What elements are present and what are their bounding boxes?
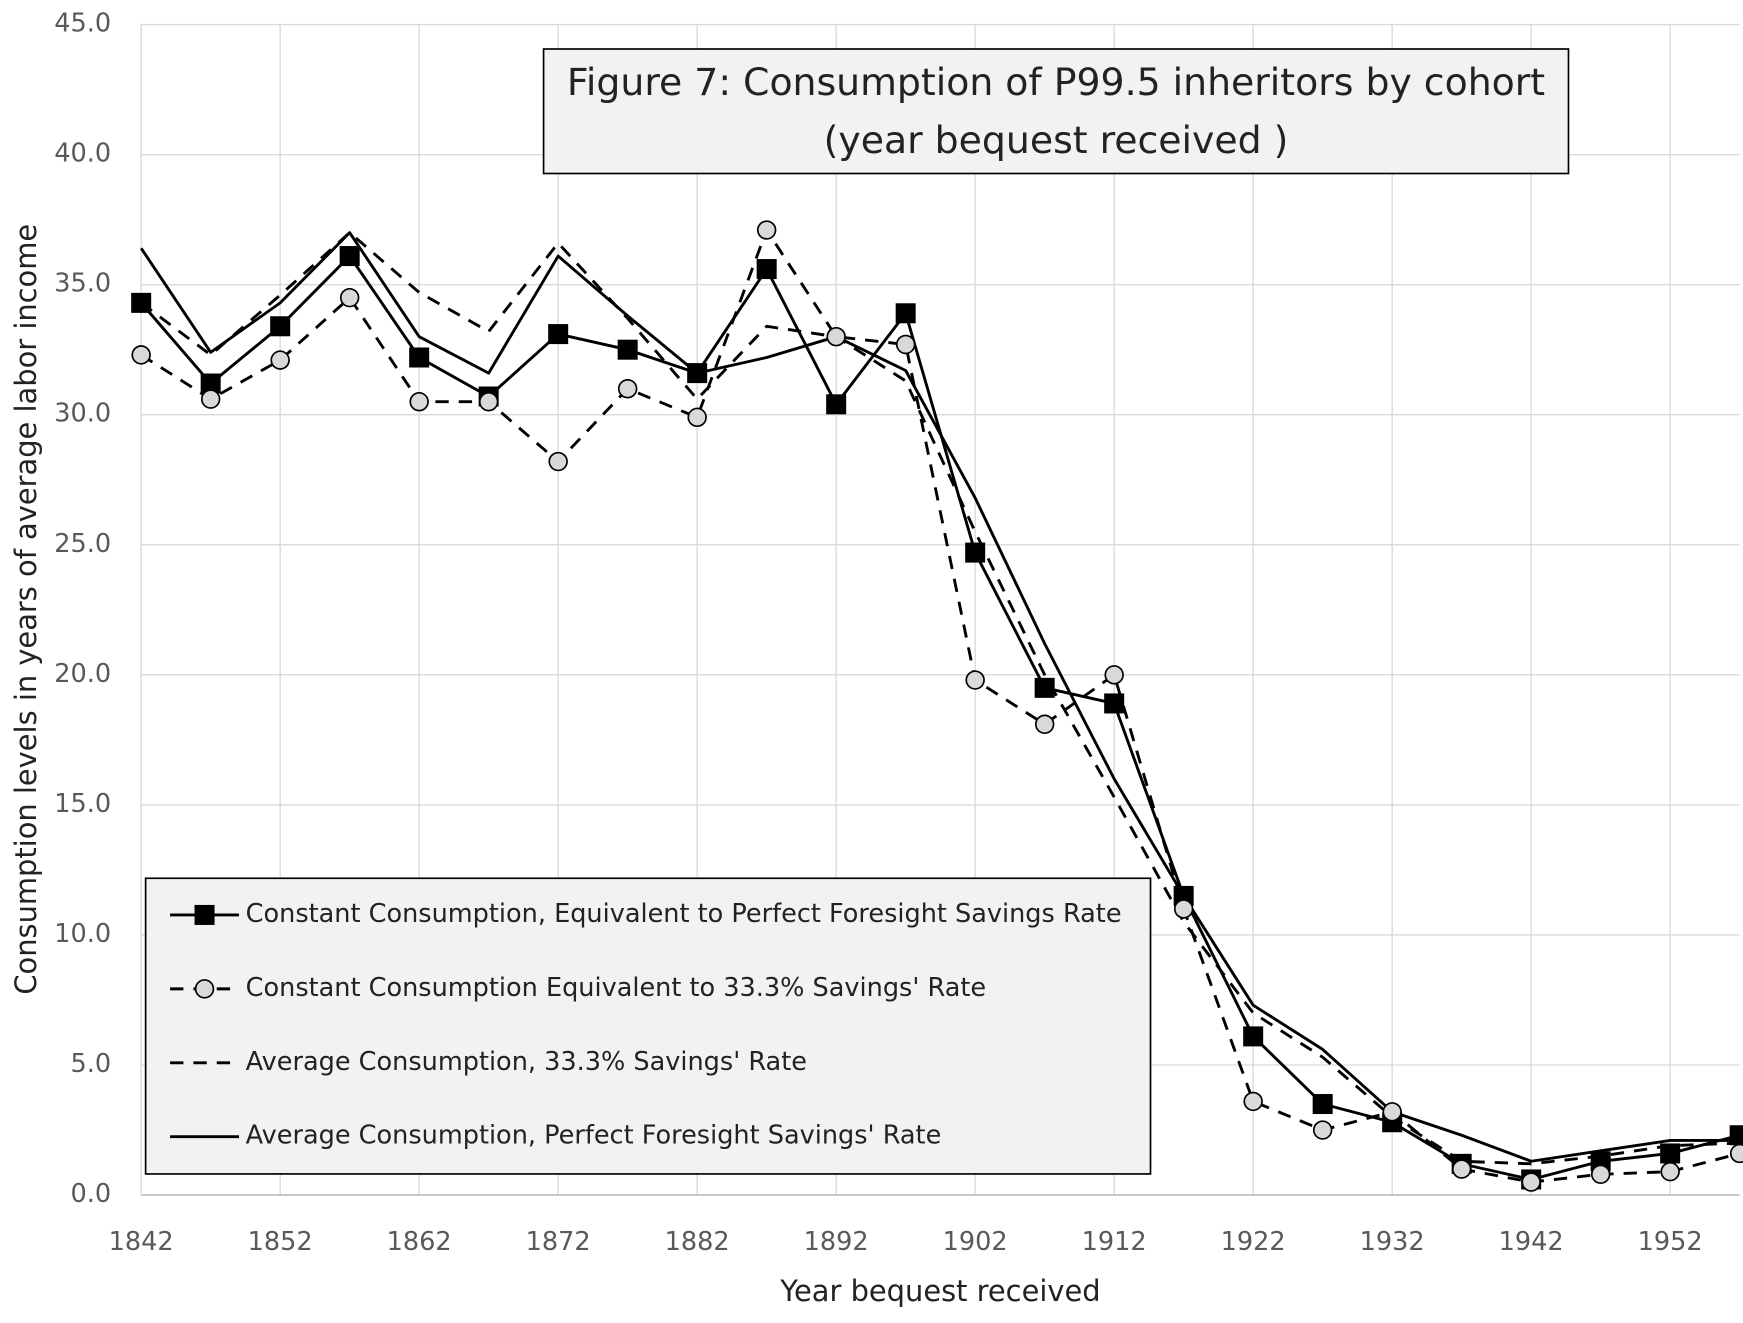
marker xyxy=(617,378,638,399)
marker xyxy=(756,259,777,280)
x-tick-label: 1922 xyxy=(1221,1227,1286,1257)
y-tick-label: 35.0 xyxy=(54,269,111,299)
marker xyxy=(826,394,847,415)
legend: Constant Consumption, Equivalent to Perf… xyxy=(144,877,1152,1175)
marker xyxy=(1173,899,1194,919)
marker xyxy=(200,373,221,394)
title-box xyxy=(542,48,1570,175)
marker xyxy=(270,350,290,370)
x-tick-label: 1942 xyxy=(1499,1227,1564,1257)
marker xyxy=(687,363,708,384)
y-tick-label: 30.0 xyxy=(54,399,111,429)
marker xyxy=(1521,1172,1541,1192)
marker xyxy=(1729,1143,1743,1164)
x-tick-label: 1912 xyxy=(1082,1227,1147,1257)
series-line xyxy=(140,228,1741,1184)
chart-title: Figure 7: Consumption of P99.5 inheritor… xyxy=(567,60,1545,104)
x-tick-label: 1892 xyxy=(804,1227,869,1257)
x-tick-label: 1872 xyxy=(526,1227,591,1257)
series-layer xyxy=(131,220,1743,1192)
marker xyxy=(826,326,846,347)
y-tick-label: 40.0 xyxy=(54,139,111,169)
marker xyxy=(1382,1102,1402,1122)
marker xyxy=(1312,1120,1333,1140)
marker xyxy=(131,345,151,365)
marker xyxy=(1034,677,1055,698)
x-axis-title: Year bequest received xyxy=(779,1274,1100,1308)
legend-box xyxy=(144,877,1152,1175)
legend-label: Constant Consumption, Equivalent to Perf… xyxy=(246,899,1122,929)
marker xyxy=(895,334,916,355)
x-tick-label: 1852 xyxy=(248,1227,313,1257)
marker xyxy=(194,979,215,999)
x-tick-label: 1932 xyxy=(1360,1227,1425,1257)
marker xyxy=(617,339,638,360)
x-tick-label: 1842 xyxy=(109,1227,174,1257)
marker xyxy=(1243,1091,1263,1112)
y-tick-label: 5.0 xyxy=(71,1049,112,1079)
marker xyxy=(1243,1026,1264,1047)
marker xyxy=(1312,1094,1333,1115)
y-tick-label: 25.0 xyxy=(54,529,111,559)
marker xyxy=(756,220,777,240)
y-tick-label: 15.0 xyxy=(54,789,111,819)
marker xyxy=(548,324,569,345)
x-tick-label: 1902 xyxy=(943,1227,1008,1257)
legend-label: Constant Consumption Equivalent to 33.3%… xyxy=(246,973,986,1003)
x-tick-label: 1952 xyxy=(1638,1227,1703,1257)
y-tick-label: 20.0 xyxy=(54,659,111,689)
marker xyxy=(339,287,360,308)
marker xyxy=(1034,714,1055,734)
marker xyxy=(1104,665,1124,685)
marker xyxy=(131,292,152,313)
marker xyxy=(270,316,291,337)
marker xyxy=(548,451,568,472)
series-line xyxy=(139,231,1740,1163)
marker xyxy=(1729,1125,1743,1146)
y-tick-label: 10.0 xyxy=(54,919,111,949)
legend-label: Average Consumption, 33.3% Savings' Rate xyxy=(246,1047,807,1077)
y-axis-title: Consumption levels in years of average l… xyxy=(9,224,43,995)
legend-label: Average Consumption, Perfect Foresight S… xyxy=(246,1121,942,1151)
marker xyxy=(409,347,430,368)
marker xyxy=(478,391,499,412)
marker xyxy=(1660,1161,1680,1182)
marker xyxy=(687,407,707,428)
marker xyxy=(339,246,360,267)
marker xyxy=(200,389,221,409)
marker xyxy=(965,670,985,690)
x-tick-label: 1882 xyxy=(665,1227,730,1257)
series-line xyxy=(140,231,1740,1166)
marker xyxy=(1104,693,1125,714)
marker xyxy=(1590,1164,1611,1184)
marker xyxy=(194,904,215,925)
x-tick-label: 1862 xyxy=(387,1227,452,1257)
marker xyxy=(409,391,429,412)
y-tick-label: 0.0 xyxy=(71,1179,112,1209)
marker xyxy=(1660,1143,1681,1164)
marker xyxy=(1451,1159,1472,1179)
y-tick-label: 45.0 xyxy=(54,9,111,39)
marker xyxy=(965,542,986,563)
chart-title: (year bequest received ) xyxy=(824,118,1289,162)
marker xyxy=(895,303,916,324)
